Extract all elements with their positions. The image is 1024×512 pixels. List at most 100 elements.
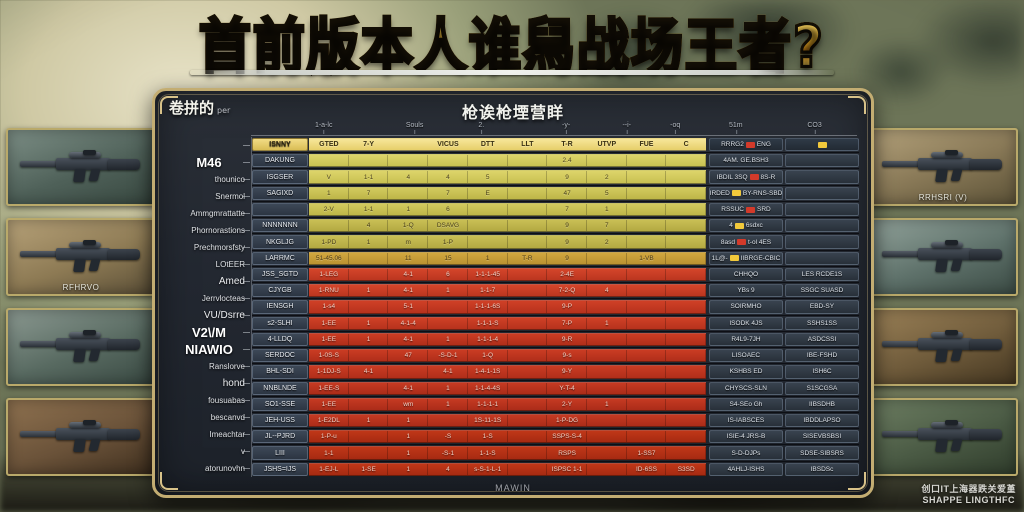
row-name-cell[interactable]: JSS_SGTD <box>252 267 308 282</box>
weapon-thumbnail[interactable] <box>868 218 1018 296</box>
table-cell[interactable] <box>785 202 859 217</box>
data-value <box>388 157 428 164</box>
row-name-cell[interactable] <box>252 202 308 217</box>
table-row[interactable]: SO1-SSE 1-EE wm 1 1-1-1-1 2-Y 1 S4-SEo Gh IIBSDH… <box>252 395 859 412</box>
table-cell[interactable]: 4AM. GE.BSH3 <box>709 154 783 168</box>
row-name-cell[interactable]: SAGIXD <box>252 186 308 200</box>
table-cell[interactable]: S-D-DJPs <box>709 446 783 460</box>
table-cell[interactable]: RRRG2 ENG <box>709 138 783 152</box>
row-name-cell[interactable]: LIII <box>252 446 308 460</box>
table-cell[interactable]: IBDDLAPSO <box>785 413 859 428</box>
table-cell[interactable]: EBD-SY <box>785 300 859 314</box>
table-cell[interactable] <box>785 235 859 249</box>
table-cell[interactable]: 8asd t-ol 4ES <box>709 235 783 249</box>
table-cell[interactable]: CHYSCS-SLN <box>709 381 783 395</box>
table-cell[interactable]: CHHQO <box>709 267 783 282</box>
table-cell[interactable]: SDSE-SIBSRS <box>785 446 859 460</box>
table-row[interactable]: SAGIXD 1 7 7 E 47 5 IRDED BY-RNS-SBD <box>252 184 859 201</box>
table-cell[interactable]: LISOAEC <box>709 349 783 363</box>
table-cell[interactable]: ISIE-4 JRS-B <box>709 430 783 444</box>
row-name-cell[interactable]: s2-SLHI <box>252 316 308 330</box>
data-value: 5-1 <box>403 303 413 311</box>
table-row[interactable]: BHL-SDI 1-1DJ-S 4-1 4-1 1-4-1-1S 9-Y KSHBS ED I… <box>252 363 859 379</box>
table-cell[interactable]: KSHBS ED <box>709 365 783 379</box>
row-name-cell[interactable]: IENSGH <box>252 300 308 314</box>
weapon-thumbnail[interactable] <box>6 128 156 206</box>
weapon-thumbnail[interactable] <box>6 398 156 476</box>
data-value: 5 <box>604 189 609 197</box>
table-cell[interactable]: S1SCGSA <box>785 381 859 395</box>
table-row[interactable]: NNBLNDE 1-EE-S 4-1 1 1-1-4-4S Y-T-4 CHYSCS-SLN… <box>252 379 859 396</box>
table-row[interactable]: LARRMC 51-45.06 11 15 1 T-R 9 1-VB 1L@- IIBRGE-CB… <box>252 249 859 266</box>
row-name-cell[interactable]: 4-LLDQ <box>252 332 308 347</box>
table-cell[interactable]: R4L9-7JH <box>709 332 783 347</box>
row-name-cell[interactable]: LARRMC <box>252 251 308 265</box>
table-row[interactable]: JL--PJRD 1-P-u 1 -S 1-S SSPS-S-4 ISIE-4 JRS-B S… <box>252 428 859 444</box>
table-cell[interactable]: SISEVBSBSI <box>785 430 859 444</box>
table-row[interactable]: JEH-USS 1-E2DL 1 1 1S-11-1S 1-P-DG IS-IABSCES I… <box>252 411 859 428</box>
row-name-cell[interactable]: SO1-SSE <box>252 397 308 411</box>
weapon-thumbnail[interactable]: RFHRVO <box>6 218 156 296</box>
data-value: 1-Q <box>402 222 414 230</box>
row-name-cell[interactable]: NKGLJG <box>252 235 308 249</box>
table-cell[interactable]: ASDCSSI <box>785 332 859 347</box>
table-cell[interactable]: 4AHLJ-ISHS <box>709 462 783 476</box>
table-row[interactable]: ISGSER V 1-1 4 4 5 9 2 IBDIL 3SQ 8S-R <box>252 168 859 184</box>
table-row[interactable]: NNNNNNN 4 1-Q DSAVG 9 7 4 6sdxc <box>252 217 859 233</box>
table-cell[interactable]: ISODK 4JS <box>709 316 783 330</box>
row-name-cell[interactable]: JL--PJRD <box>252 430 308 444</box>
table-cell[interactable]: ISH6C <box>785 365 859 379</box>
table-row[interactable]: SERDOC 1-0S-S 47 -S-D-1 1-Q 9-s LISOAEC IBE-FSH… <box>252 347 859 363</box>
table-row[interactable]: LIII 1-1 1 -S-1 1-1-S RSPS 1-SS7 S-D-DJPs SDSE-S… <box>252 444 859 460</box>
table-cell[interactable] <box>785 170 859 184</box>
table-row[interactable]: CJYGB 1-RNU 1 4-1 1 1-1-7 7-2-Q 4 YBs 9 SSGC SUAS… <box>252 282 859 298</box>
table-cell[interactable]: LES RCDE1S <box>785 267 859 282</box>
row-name-cell[interactable]: ISGSER <box>252 170 308 184</box>
table-cell[interactable]: 4 6sdxc <box>709 219 783 233</box>
row-tail-cells: S4-SEo Gh IIBSDHB <box>706 397 859 412</box>
table-cell[interactable]: S4-SEo Gh <box>709 397 783 411</box>
table-cell[interactable]: IS-IABSCES <box>709 413 783 428</box>
table-cell[interactable] <box>785 251 859 265</box>
table-cell[interactable]: 1L@- IIBRGE-CBIC <box>709 251 783 265</box>
table-row[interactable]: JSS_SGTD 1-LEG 4-1 6 1-1-1-45 2-4E CHHQO LES RC… <box>252 265 859 282</box>
row-name-cell[interactable]: CJYGB <box>252 284 308 298</box>
row-name-cell[interactable]: NNNNNNN <box>252 219 308 233</box>
data-bar: 1-s4 5-1 1-1-1-6S 9-P <box>309 300 706 314</box>
table-cell[interactable] <box>785 186 859 200</box>
table-cell[interactable]: YBs 9 <box>709 284 783 298</box>
data-value: 1-EE-S <box>318 384 340 392</box>
table-row[interactable]: JSHS=IJS 1-EJ-L 1-SE 1 4 s-S-1-L-1 ISPSC 1-1 ID… <box>252 460 859 477</box>
table-cell[interactable]: IBDIL 3SQ 8S-R <box>709 170 783 184</box>
table-cell[interactable]: IBE-FSHD <box>785 349 859 363</box>
table-cell[interactable]: SSHS1SS <box>785 316 859 330</box>
table-cell[interactable]: SSGC SUASD <box>785 284 859 298</box>
row-name-cell[interactable]: BHL-SDI <box>252 365 308 379</box>
row-name-cell[interactable]: SERDOC <box>252 349 308 363</box>
table-cell[interactable] <box>785 138 859 152</box>
table-row[interactable]: NKGLJG 1-PD 1 m 1-P 9 2 8asd t-ol 4ES <box>252 233 859 249</box>
table-row[interactable]: 4-LLDQ 1-EE 1 4-1 1 1-1-1-4 9-R R4L9-7JH ASDCSSI <box>252 330 859 347</box>
row-name-cell[interactable]: NNBLNDE <box>252 381 308 395</box>
table-row[interactable]: 2-V 1-1 1 6 7 1 RSSUC SRD <box>252 200 859 217</box>
weapon-thumbnail[interactable] <box>6 308 156 386</box>
weapon-thumbnail[interactable]: RRHSRI (V) <box>868 128 1018 206</box>
column-header: FUE <box>639 141 654 149</box>
data-value: 2-4E <box>560 270 574 278</box>
table-cell[interactable]: RSSUC SRD <box>709 202 783 217</box>
weapon-thumbnail[interactable] <box>868 398 1018 476</box>
table-cell[interactable]: IIBSDHB <box>785 397 859 411</box>
table-row[interactable]: s2-SLHI 1-EE 1 4-1-4 1-1-1-S 7-P 1 ISODK 4JS SSH… <box>252 314 859 331</box>
table-cell[interactable] <box>785 219 859 233</box>
table-cell[interactable]: IRDED BY-RNS-SBD <box>709 186 783 200</box>
row-name-cell[interactable]: DAKUNG <box>252 154 308 168</box>
row-name-cell[interactable]: JSHS=IJS <box>252 462 308 476</box>
table-row[interactable]: DAKUNG 2.4 4AM. GE.BSH3 <box>252 152 859 168</box>
row-name-cell[interactable]: JEH-USS <box>252 413 308 428</box>
table-cell[interactable]: SOIRMHO <box>709 300 783 314</box>
table-cell[interactable] <box>785 154 859 168</box>
table-row[interactable]: IENSGH 1-s4 5-1 1-1-1-6S 9-P SOIRMHO EBD-SY <box>252 298 859 314</box>
weapon-thumbnail[interactable] <box>868 308 1018 386</box>
table-cell[interactable]: IBSDSc <box>785 462 859 476</box>
row-tail-cells: 4AM. GE.BSH3 <box>706 153 859 168</box>
